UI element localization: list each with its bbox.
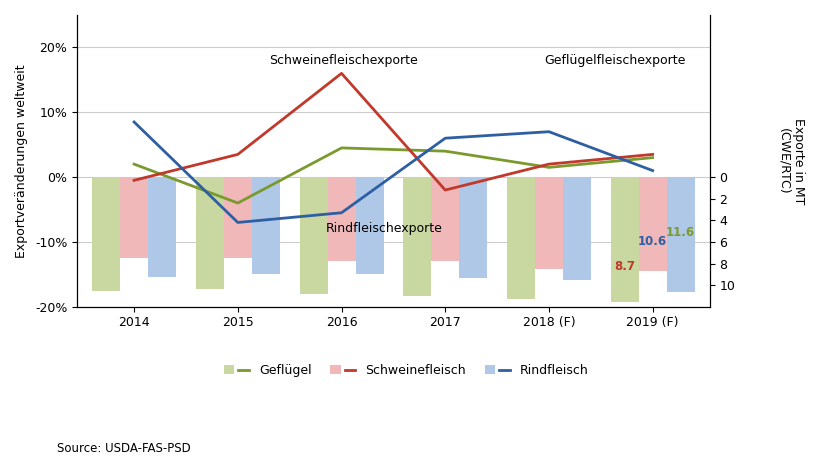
- Bar: [534, 177, 563, 269]
- Bar: [506, 177, 534, 299]
- Text: Geflügelfleischexporte: Geflügelfleischexporte: [543, 53, 685, 67]
- Bar: [355, 177, 383, 274]
- Y-axis label: Exporte in MT
(CWE/RTC): Exporte in MT (CWE/RTC): [776, 118, 804, 204]
- Text: 8.7: 8.7: [613, 260, 635, 273]
- Y-axis label: Exportveränderungen weltweit: Exportveränderungen weltweit: [15, 64, 28, 258]
- Bar: [92, 177, 120, 290]
- Bar: [563, 177, 590, 280]
- Text: Schweinefleischexporte: Schweinefleischexporte: [269, 53, 417, 67]
- Text: 11.6: 11.6: [665, 226, 695, 239]
- Bar: [148, 177, 176, 277]
- Bar: [638, 177, 666, 271]
- Bar: [224, 177, 251, 258]
- Bar: [120, 177, 148, 258]
- Bar: [431, 177, 459, 261]
- Bar: [666, 177, 694, 292]
- Bar: [610, 177, 638, 302]
- Legend: Geflügel, Schweinefleisch, Rindfleisch: Geflügel, Schweinefleisch, Rindfleisch: [219, 359, 593, 382]
- Text: Rindfleischexporte: Rindfleischexporte: [326, 222, 442, 235]
- Bar: [299, 177, 327, 294]
- Bar: [196, 177, 224, 290]
- Text: Source: USDA-FAS-PSD: Source: USDA-FAS-PSD: [57, 442, 191, 455]
- Bar: [251, 177, 279, 274]
- Bar: [327, 177, 355, 261]
- Bar: [459, 177, 486, 278]
- Bar: [403, 177, 431, 296]
- Text: 10.6: 10.6: [637, 236, 667, 248]
